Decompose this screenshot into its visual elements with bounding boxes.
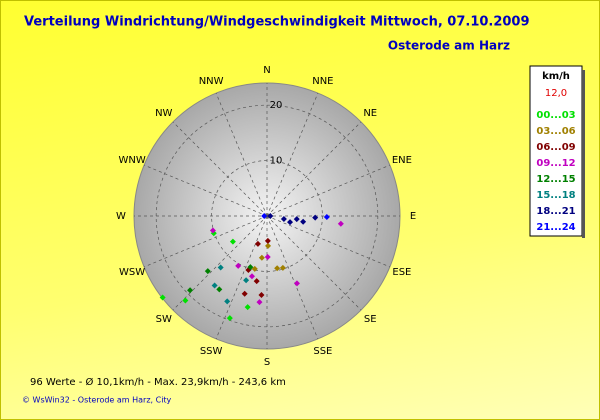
data-point: [261, 213, 268, 219]
legend-entry: 12...15: [536, 174, 575, 185]
direction-label: WSW: [119, 267, 145, 278]
data-point: [204, 268, 211, 275]
legend-box: [529, 65, 583, 237]
legend-entry: 09...12: [536, 158, 575, 169]
legend-title: km/h: [542, 71, 570, 82]
data-point: [264, 237, 271, 244]
data-point: [256, 299, 263, 306]
r-tick-label: 20: [270, 100, 283, 111]
data-point: [159, 294, 166, 301]
legend-entry: 15...18: [536, 190, 575, 201]
direction-label: W: [116, 211, 126, 222]
spoke: [266, 215, 319, 340]
data-point: [248, 273, 255, 280]
direction-label: SW: [156, 314, 172, 325]
chart-title: Verteilung Windrichtung/Windgeschwindigk…: [24, 15, 530, 30]
direction-label: N: [263, 65, 270, 76]
legend-entry: 03...06: [536, 126, 575, 137]
subtitle: Osterode am Harz: [388, 39, 510, 53]
data-point: [235, 262, 242, 269]
data-point: [293, 216, 300, 223]
legend-entry: 18...21: [536, 206, 575, 217]
data-point: [244, 304, 251, 311]
data-point: [226, 315, 233, 322]
data-point: [267, 213, 274, 219]
data-point: [254, 240, 261, 247]
data-point: [264, 254, 271, 261]
r-tick-label: 10: [270, 156, 283, 167]
data-point: [279, 264, 286, 271]
legend-entry: 21...24: [536, 222, 575, 233]
copyright: © WsWin32 - Osterode am Harz, City: [22, 396, 172, 405]
data-point: [337, 220, 344, 227]
data-point: [253, 278, 260, 285]
data-point: [241, 290, 248, 297]
direction-label: NE: [363, 108, 377, 119]
data-point: [224, 298, 231, 305]
data-point: [211, 282, 218, 289]
grid-ring: [211, 160, 323, 272]
footer-stats: 96 Werte - Ø 10,1km/h - Max. 23,9km/h - …: [30, 376, 286, 388]
data-point: [265, 242, 272, 249]
data-point: [312, 214, 319, 221]
data-point: [229, 238, 236, 245]
data-point: [323, 214, 330, 221]
current-speed: 12,0: [545, 88, 567, 99]
data-point: [217, 264, 224, 271]
direction-label: ENE: [392, 155, 412, 166]
data-point: [300, 218, 307, 225]
spoke: [266, 164, 391, 217]
direction-label: S: [264, 357, 270, 368]
data-point: [243, 277, 250, 284]
grid-ring: [155, 104, 379, 328]
direction-label: NNE: [312, 76, 333, 87]
spoke: [215, 92, 268, 217]
direction-label: WNW: [118, 155, 145, 166]
direction-label: SSW: [200, 346, 223, 357]
data-point: [182, 297, 189, 304]
direction-label: NW: [155, 108, 172, 119]
data-point: [258, 254, 265, 261]
data-point: [251, 265, 258, 272]
spoke: [143, 215, 268, 268]
data-point: [258, 292, 265, 299]
direction-label: E: [410, 211, 416, 222]
direction-label: NNW: [199, 76, 224, 87]
data-point: [293, 280, 300, 287]
data-point: [187, 287, 194, 294]
data-point: [247, 264, 254, 271]
direction-label: ESE: [392, 267, 411, 278]
data-point: [280, 215, 287, 222]
data-point: [274, 265, 281, 272]
data-point: [287, 219, 294, 226]
legend-entry: 00...03: [536, 110, 575, 121]
legend-shadow: [582, 70, 585, 238]
direction-label: SE: [364, 314, 377, 325]
legend-entry: 06...09: [536, 142, 575, 153]
data-point: [209, 227, 216, 234]
direction-label: SSE: [313, 346, 332, 357]
data-point: [216, 286, 223, 293]
